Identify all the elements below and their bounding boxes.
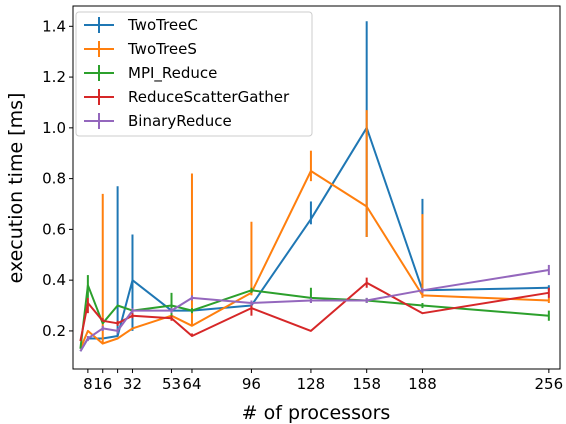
series-line-BinaryReduce bbox=[79, 269, 549, 352]
axes-layer: 8 16 32 53 64 96 128 158 188 256 0.2 0.4 0.6 0.8 1.0 1.… bbox=[42, 5, 564, 393]
series-line-TwoTreeC bbox=[79, 126, 549, 352]
x-tick-label-8: 8 bbox=[83, 375, 93, 393]
legend-label: MPI_Reduce bbox=[128, 64, 217, 83]
x-tick-label-96: 96 bbox=[242, 375, 261, 393]
x-tick-label-128: 128 bbox=[297, 375, 326, 393]
legend-item-ReduceScatterGather: ReduceScatterGather bbox=[84, 88, 290, 106]
x-tick-label-53: 53 bbox=[162, 375, 181, 393]
x-tick-label-256: 256 bbox=[535, 375, 564, 393]
legend-label: BinaryReduce bbox=[128, 112, 232, 130]
y-tick-label-1.4: 1.4 bbox=[42, 17, 66, 35]
series-ReduceScatterGather bbox=[79, 277, 550, 342]
plot-frame bbox=[72, 5, 561, 370]
legend-item-BinaryReduce: BinaryReduce bbox=[84, 112, 232, 130]
legend-label: TwoTreeS bbox=[127, 40, 197, 58]
y-tick-label-1.0: 1.0 bbox=[42, 119, 66, 137]
y-tick-label-0.6: 0.6 bbox=[42, 220, 66, 238]
series-BinaryReduce bbox=[79, 264, 550, 352]
legend-box bbox=[75, 11, 313, 137]
x-axis-title: # of processors bbox=[242, 402, 391, 424]
legend-item-TwoTreeS: TwoTreeS bbox=[84, 40, 197, 58]
legend: TwoTreeC TwoTreeS MPI_Reduce ReduceScatterG… bbox=[75, 11, 313, 137]
series-line-TwoTreeS bbox=[79, 170, 549, 350]
series-line-ReduceScatterGather bbox=[79, 281, 549, 342]
y-tick-label-1.2: 1.2 bbox=[42, 68, 66, 86]
legend-item-TwoTreeC: TwoTreeC bbox=[84, 16, 198, 34]
series-layer bbox=[79, 21, 550, 352]
y-tick-label-0.4: 0.4 bbox=[42, 271, 66, 289]
x-tick-label-32: 32 bbox=[123, 375, 142, 393]
legend-label: TwoTreeC bbox=[127, 16, 198, 34]
x-tick-label-188: 188 bbox=[408, 375, 437, 393]
x-tick-label-158: 158 bbox=[352, 375, 381, 393]
y-tick-label-0.2: 0.2 bbox=[42, 322, 66, 340]
legend-label: ReduceScatterGather bbox=[128, 88, 290, 106]
legend-item-MPI_Reduce: MPI_Reduce bbox=[84, 64, 217, 83]
x-tick-label-16: 16 bbox=[93, 375, 112, 393]
y-tick-label-0.8: 0.8 bbox=[42, 170, 66, 188]
x-tick-label-64: 64 bbox=[182, 375, 201, 393]
y-axis-title: execution time [ms] bbox=[5, 93, 27, 284]
